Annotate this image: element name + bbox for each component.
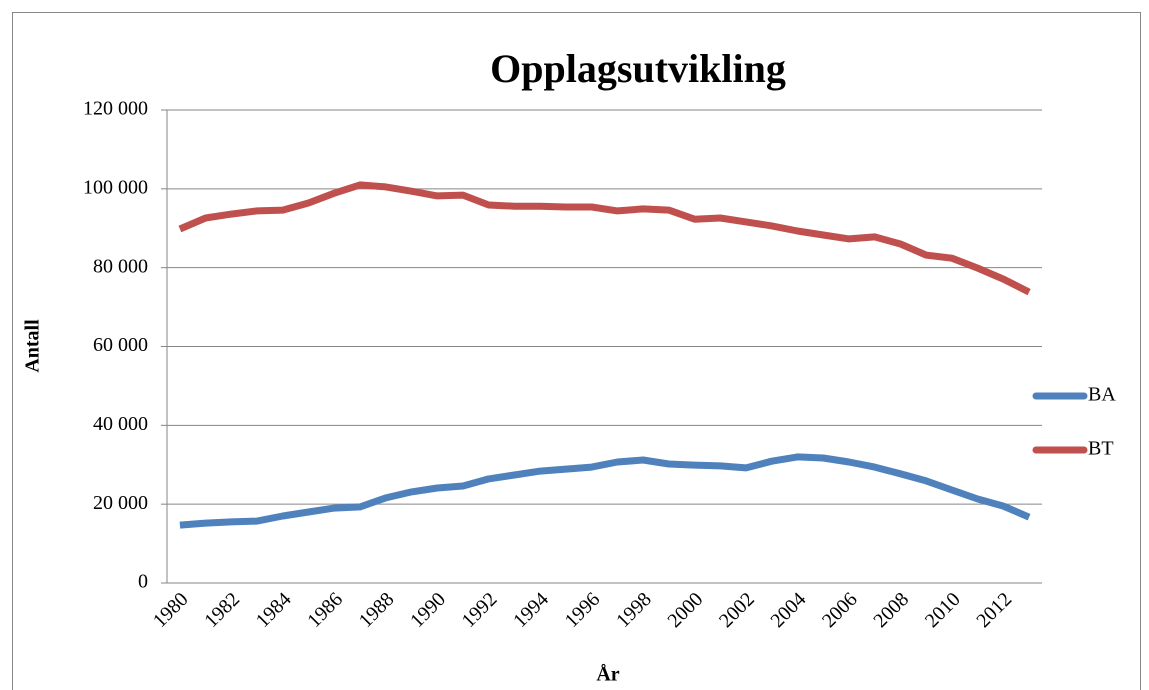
x-axis-title: År	[596, 663, 619, 686]
y-tick-label: 80 000	[93, 255, 148, 277]
legend-label: BT	[1088, 438, 1114, 460]
y-tick-label: 20 000	[93, 492, 148, 514]
chart-border	[12, 12, 1141, 690]
series-line	[179, 453, 1031, 529]
y-axis-title: Antall	[22, 319, 44, 373]
y-tick-label: 40 000	[93, 413, 148, 435]
y-tick-label: 0	[138, 571, 148, 593]
y-tick-label: 120 000	[83, 98, 148, 120]
series-line	[178, 181, 1031, 296]
y-tick-label: 60 000	[93, 334, 148, 356]
chart-title: Opplagsutvikling	[490, 46, 786, 91]
legend-label: BA	[1088, 384, 1116, 406]
y-tick-label: 100 000	[83, 176, 148, 198]
